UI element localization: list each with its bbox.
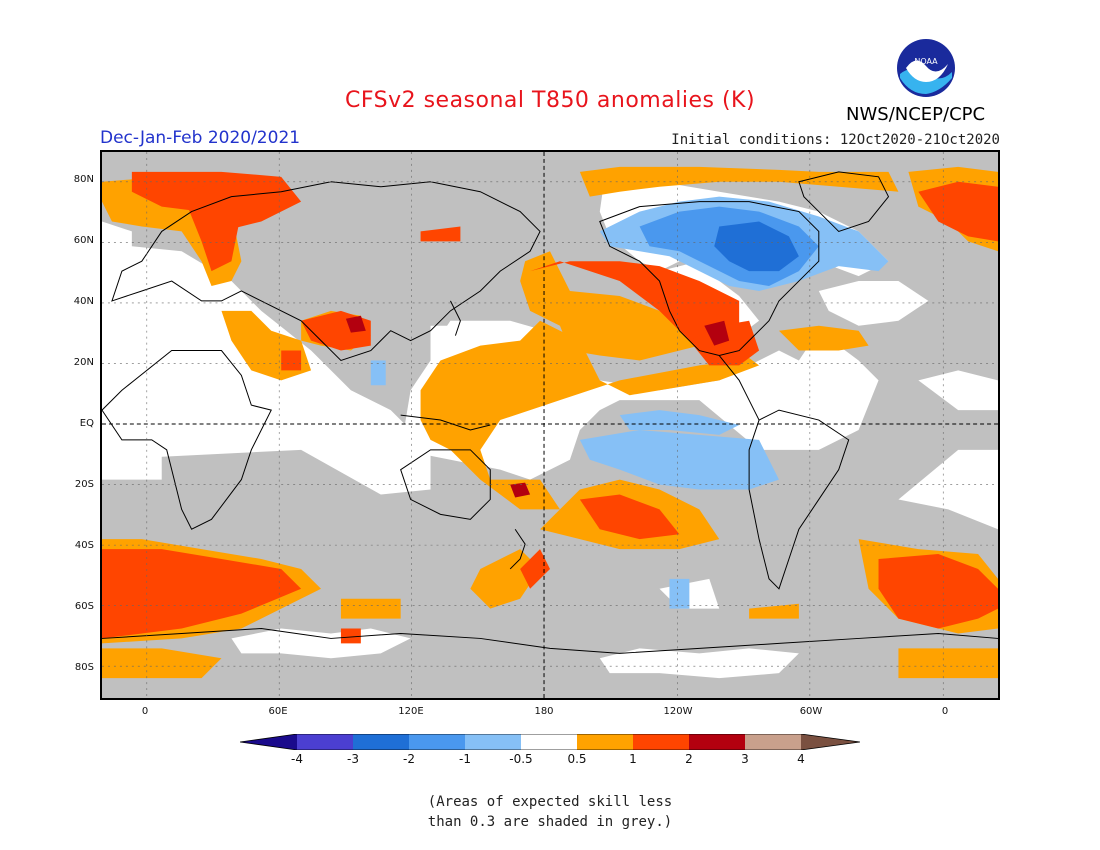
legend-swatch-pos2 <box>689 734 745 750</box>
lat-label-40n: 40N <box>73 296 94 307</box>
legend-label-neg05: -0.5 <box>509 752 533 766</box>
lat-label-60n: 60N <box>73 235 94 246</box>
lat-label-40s: 40S <box>74 540 94 551</box>
legend-label-neg1: -1 <box>459 752 471 766</box>
lon-label-0-west: 0 <box>141 706 149 717</box>
lat-lon-grid <box>102 152 998 698</box>
legend-swatch-pos3 <box>745 734 801 750</box>
lat-label-20s: 20S <box>74 479 94 490</box>
legend-swatch-neutral <box>521 734 577 750</box>
anomaly-pos1-zones <box>102 171 998 644</box>
lat-label-80n: 80N <box>73 174 94 185</box>
legend-label-pos05: 0.5 <box>567 752 587 766</box>
legend-swatch-pos1 <box>633 734 689 750</box>
season-label: Dec-Jan-Feb 2020/2021 <box>100 128 301 148</box>
legend-swatch-pos05 <box>577 734 633 750</box>
anomaly-pos2-zones <box>345 315 730 498</box>
skill-footnote-line-1: (Areas of expected skill less <box>427 794 673 810</box>
agency-label: NWS/NCEP/CPC <box>846 104 986 125</box>
anomaly-neg2-zones <box>714 221 799 272</box>
skill-footnote: (Areas of expected skill less than 0.3 a… <box>0 792 1100 832</box>
initial-conditions-label: Initial conditions: 12Oct2020-21Oct2020 <box>671 132 1000 148</box>
coastlines <box>102 171 998 654</box>
anomaly-map <box>100 150 1000 700</box>
equator-dateline <box>102 152 998 698</box>
lat-label-60s: 60S <box>74 601 94 612</box>
legend-swatch-neg1 <box>409 734 465 750</box>
legend-label-pos2: 2 <box>685 752 693 766</box>
skill-footnote-line-2: than 0.3 are shaded in grey.) <box>427 814 673 830</box>
legend-swatch-neg2 <box>353 734 409 750</box>
lon-label-60e: 60E <box>268 706 288 717</box>
lon-label-180: 180 <box>534 706 554 717</box>
lon-label-120e: 120E <box>398 706 424 717</box>
noaa-logo-icon: NOAA <box>897 39 955 97</box>
color-legend <box>240 734 860 750</box>
legend-swatch-pos4 <box>801 734 860 750</box>
legend-swatch-neg3 <box>297 734 353 750</box>
lon-label-120w: 120W <box>663 706 693 717</box>
legend-label-pos3: 3 <box>741 752 749 766</box>
legend-label-pos4: 4 <box>797 752 805 766</box>
legend-swatch-neg05 <box>465 734 521 750</box>
lat-label-eq: EQ <box>79 418 94 429</box>
lon-label-0-east: 0 <box>941 706 949 717</box>
svg-text:NOAA: NOAA <box>914 57 938 66</box>
legend-label-pos1: 1 <box>629 752 637 766</box>
lat-label-80s: 80S <box>74 662 94 673</box>
legend-label-neg2: -2 <box>403 752 415 766</box>
legend-swatch-neg4 <box>240 734 297 750</box>
legend-label-neg3: -3 <box>347 752 359 766</box>
lat-label-20n: 20N <box>73 357 94 368</box>
legend-label-neg4: -4 <box>291 752 303 766</box>
chart-title: CFSv2 seasonal T850 anomalies (K) <box>344 88 756 113</box>
lon-label-60w: 60W <box>799 706 823 717</box>
